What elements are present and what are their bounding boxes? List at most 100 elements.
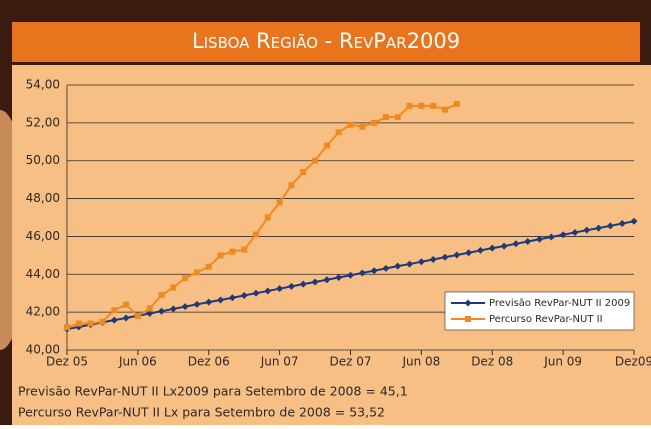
y-tick-label: 50,00 — [26, 153, 60, 167]
data-point — [335, 274, 343, 282]
data-point — [252, 289, 260, 297]
x-tick-label: Dez 08 — [471, 355, 513, 369]
data-point — [99, 318, 106, 325]
chart-panel — [12, 65, 651, 425]
title-bar — [12, 22, 640, 62]
data-point — [536, 235, 543, 243]
x-tick-label: Jun 09 — [543, 355, 582, 369]
data-point — [276, 199, 283, 206]
data-point — [524, 238, 532, 246]
data-point — [205, 263, 212, 270]
data-point — [382, 114, 389, 121]
data-point — [205, 298, 213, 306]
data-point — [181, 303, 189, 311]
data-point — [193, 300, 201, 308]
legend-label: Percurso RevPar-NUT II — [489, 314, 603, 325]
annotation: Percurso RevPar-NUT II Lx para Setembro … — [18, 405, 385, 420]
data-point — [512, 240, 520, 248]
data-point — [287, 282, 295, 290]
annotation: Previsão RevPar-NUT II Lx2009 para Setem… — [18, 384, 408, 399]
data-point — [323, 142, 330, 149]
data-point — [87, 320, 94, 327]
data-point — [465, 249, 473, 257]
data-point — [595, 224, 603, 232]
data-point — [299, 280, 307, 288]
data-point — [110, 316, 118, 324]
data-point — [158, 307, 165, 315]
data-point — [228, 294, 236, 302]
data-point — [146, 309, 154, 317]
data-point — [240, 291, 248, 299]
data-point — [382, 264, 390, 272]
legend-box — [444, 291, 635, 331]
data-point — [359, 123, 366, 130]
data-point — [442, 106, 448, 113]
data-point — [264, 287, 272, 295]
data-point — [288, 182, 295, 189]
y-tick-label: 44,00 — [26, 267, 60, 281]
data-point — [630, 217, 638, 225]
data-point — [193, 269, 200, 276]
data-point — [241, 246, 248, 253]
data-point — [134, 312, 141, 319]
data-point — [547, 233, 555, 241]
x-tick-label: Dez 05 — [46, 355, 88, 369]
data-point — [571, 228, 579, 236]
chart-title: Lisboa Região - RevPar2009 — [192, 29, 460, 53]
data-point — [312, 157, 319, 164]
data-point — [394, 262, 402, 270]
data-point — [559, 231, 567, 239]
legend-marker — [464, 299, 472, 307]
data-point — [146, 305, 153, 312]
data-point — [430, 102, 437, 109]
data-point — [217, 252, 224, 259]
legend-label: Previsão RevPar-NUT II 2009 — [489, 298, 630, 309]
data-point — [453, 251, 461, 259]
data-point — [453, 100, 460, 107]
x-tick-label: Jun 08 — [401, 355, 440, 369]
y-tick-label: 46,00 — [26, 229, 60, 243]
data-point — [358, 269, 366, 277]
x-tick-label: Jun 07 — [260, 355, 299, 369]
data-point — [170, 284, 177, 291]
data-point — [476, 246, 484, 254]
data-point — [300, 169, 307, 176]
x-tick-label: Dez09 — [615, 355, 651, 369]
data-point — [429, 256, 437, 264]
data-point — [169, 305, 177, 313]
data-point — [217, 296, 225, 304]
y-tick-label: 52,00 — [26, 115, 60, 129]
data-point — [406, 102, 413, 109]
data-point — [158, 292, 165, 299]
data-point — [347, 121, 354, 128]
data-point — [347, 271, 354, 279]
data-point — [75, 320, 82, 327]
data-point — [500, 242, 508, 250]
data-point — [111, 307, 118, 314]
data-point — [441, 253, 449, 261]
data-point — [276, 285, 284, 293]
data-point — [123, 301, 130, 308]
legend-marker — [465, 316, 471, 322]
data-point — [618, 220, 626, 228]
data-point — [371, 119, 378, 126]
data-point — [583, 226, 591, 234]
data-point — [122, 314, 130, 322]
data-point — [229, 248, 236, 255]
y-tick-label: 48,00 — [26, 191, 60, 205]
data-point — [182, 275, 189, 282]
data-point — [335, 129, 342, 136]
data-point — [394, 114, 401, 121]
data-point — [370, 267, 378, 275]
data-point — [253, 231, 259, 238]
x-tick-label: Dez 07 — [329, 355, 371, 369]
data-point — [417, 258, 425, 266]
data-point — [323, 276, 331, 284]
y-tick-label: 54,00 — [26, 78, 60, 92]
series-line — [66, 103, 458, 329]
x-tick-label: Dez 06 — [188, 355, 230, 369]
y-tick-label: 42,00 — [26, 305, 60, 319]
data-point — [606, 222, 614, 230]
